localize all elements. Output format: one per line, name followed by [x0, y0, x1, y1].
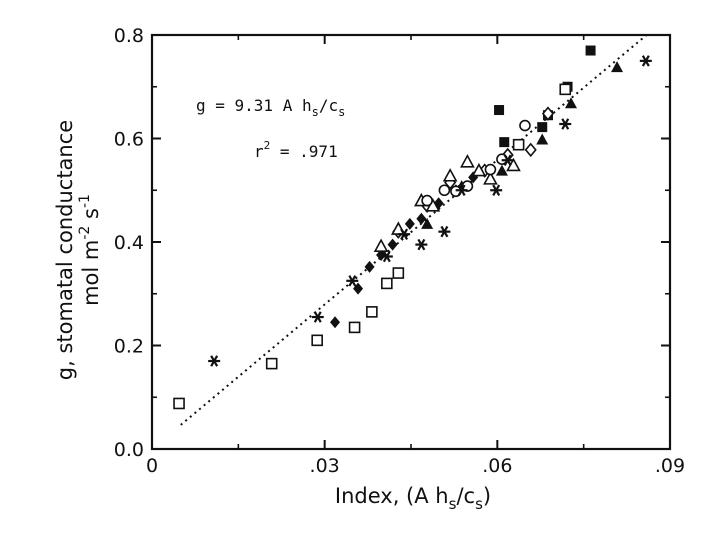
data-point-open-triangle [483, 171, 498, 185]
data-point-asterisk [380, 250, 393, 263]
data-point-open-square [348, 321, 361, 334]
data-point-filled-square [499, 137, 510, 148]
data-point-asterisk [490, 184, 503, 196]
equation-subscript-2: s [338, 105, 345, 119]
data-point-open-circle [484, 163, 497, 176]
data-point-open-square [366, 306, 378, 318]
asterisk-stroke [440, 225, 449, 238]
data-point-open-triangle [373, 238, 389, 252]
equation-subscript: s [312, 105, 319, 119]
asterisk-stroke [313, 311, 322, 323]
asterisk-stroke [210, 355, 219, 367]
x-tick-label: 0 [146, 455, 158, 477]
equation-tail: /c [319, 96, 338, 115]
r2-value: = .971 [270, 142, 337, 161]
data-point-asterisk [311, 311, 324, 323]
data-point-filled-triangle [421, 217, 434, 229]
svg-text:g = 9.31 A hs/cs: g = 9.31 A hs/cs [196, 96, 345, 119]
chart-axes: 0 .03 .06 .09 0.0 0.2 0.4 0.6 0.8 [114, 25, 685, 477]
data-point-filled-square [537, 122, 548, 133]
x-tick-label: .09 [655, 455, 685, 477]
data-point-open-square [559, 83, 572, 96]
asterisk-stroke [348, 275, 357, 287]
data-point-filled-diamond [364, 260, 375, 273]
data-point-open-circle [421, 194, 433, 207]
equation-annotation: g = 9.31 A hs/cs [196, 96, 345, 119]
data-point-filled-diamond [416, 212, 427, 225]
data-point-asterisk [438, 225, 451, 238]
y-tick-label: 0.2 [114, 336, 144, 358]
data-point-open-square [265, 357, 278, 370]
data-point-asterisk [639, 55, 652, 67]
svg-text:mol m-2 s-1: mol m-2 s-1 [77, 194, 103, 306]
data-point-asterisk [415, 238, 428, 251]
data-point-open-diamond [541, 106, 555, 121]
svg-text:Index, (A hs/cs): Index, (A hs/cs) [335, 484, 491, 513]
y-axis-title: g, stomatal conductance mol m-2 s-1 [53, 120, 103, 380]
data-point-filled-triangle [536, 133, 549, 145]
r2-label: r [254, 142, 264, 161]
x-axis-title-close: ) [483, 484, 491, 508]
data-point-asterisk [559, 118, 572, 130]
regression-fit-line [180, 33, 648, 426]
data-point-open-circle [519, 119, 531, 132]
asterisk-stroke [400, 228, 409, 240]
data-point-filled-diamond [330, 316, 341, 329]
data-point-filled-square [494, 105, 505, 116]
data-point-filled-triangle [611, 61, 624, 73]
x-tick-label: .06 [482, 455, 512, 477]
data-point-asterisk [501, 154, 514, 166]
chart-marks [173, 33, 652, 426]
x-tick-label: .03 [310, 455, 340, 477]
y-axis-exp-2: -1 [77, 194, 93, 208]
data-point-open-square [311, 334, 323, 347]
y-axis-exp-1: -2 [77, 226, 93, 240]
x-axis-title-main: Index, (A h [335, 484, 449, 508]
asterisk-stroke [457, 184, 466, 196]
data-point-open-square [173, 397, 185, 410]
y-axis-title-line1: g, stomatal conductance [53, 120, 77, 380]
x-axis-title: Index, (A hs/cs) [335, 484, 491, 513]
data-point-asterisk [455, 184, 468, 196]
data-point-asterisk [398, 228, 411, 240]
y-tick-label: 0.8 [114, 25, 144, 47]
data-point-asterisk [208, 355, 221, 367]
x-axis-title-sub: s [449, 495, 457, 513]
x-axis-title-sep: /c [456, 484, 475, 508]
data-point-open-circle [438, 184, 451, 197]
asterisk-stroke [417, 238, 426, 251]
asterisk-stroke [641, 55, 650, 67]
data-point-filled-square [585, 45, 596, 56]
y-axis-unit-s: s [79, 208, 103, 226]
y-axis-unit: mol m [79, 240, 103, 306]
data-point-filled-diamond [387, 238, 398, 251]
y-tick-label: 0.0 [114, 439, 144, 461]
data-point-open-square [392, 267, 405, 279]
asterisk-stroke [382, 250, 391, 263]
asterisk-stroke [561, 118, 570, 130]
data-point-filled-triangle [565, 97, 578, 109]
r-squared-annotation: r2 = .971 [254, 139, 338, 161]
svg-text:r2 = .971: r2 = .971 [254, 139, 338, 161]
r2-superscript: 2 [264, 139, 271, 152]
data-point-open-square [381, 277, 393, 290]
data-point-open-triangle [471, 162, 487, 177]
data-point-open-square [512, 138, 525, 151]
y-tick-label: 0.4 [114, 232, 144, 254]
data-point-asterisk [346, 275, 359, 287]
asterisk-stroke [492, 184, 501, 196]
y-tick-label: 0.6 [114, 129, 144, 151]
data-point-open-triangle [460, 154, 475, 168]
equation-text: g = 9.31 A h [196, 96, 312, 115]
data-point-open-triangle [442, 168, 458, 182]
asterisk-stroke [503, 154, 512, 166]
x-axis-title-sub-2: s [475, 495, 483, 513]
data-point-filled-diamond [404, 217, 415, 230]
data-point-open-diamond [524, 142, 537, 158]
data-point-filled-triangle [495, 164, 508, 176]
